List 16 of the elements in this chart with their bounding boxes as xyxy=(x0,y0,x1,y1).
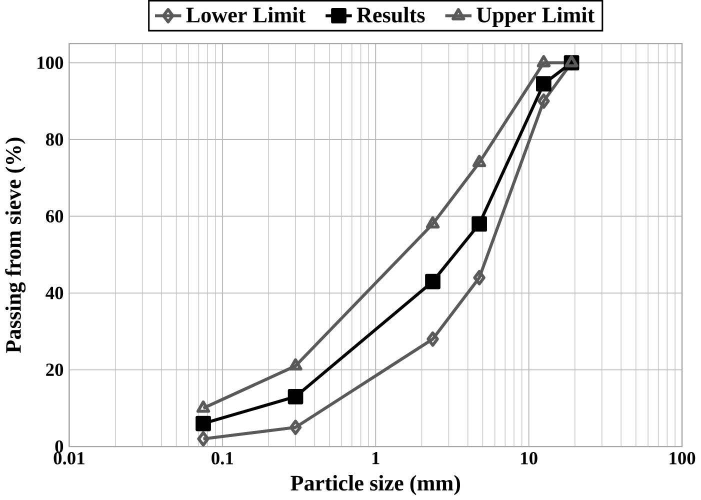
x-axis-title: Particle size (mm) xyxy=(290,474,460,495)
y-tick-label: 40 xyxy=(46,286,64,300)
y-tick-label: 60 xyxy=(46,210,64,222)
y-tick-label: 0 xyxy=(55,440,64,453)
x-tick-label: 0.1 xyxy=(212,452,233,464)
legend-label: Lower Limit xyxy=(186,6,306,22)
y-axis-title: Passing from sieve (%) xyxy=(5,138,26,353)
y-tick-label: 80 xyxy=(46,133,64,146)
x-tick-label: 0.01 xyxy=(54,452,84,464)
y-tick-label: 20 xyxy=(46,363,64,376)
x-tick-label: 100 xyxy=(670,452,696,464)
legend-label: Upper Limit xyxy=(476,6,595,27)
x-tick-label: 10 xyxy=(521,452,538,464)
x-tick-label: 1 xyxy=(372,452,380,464)
legend-label: Results xyxy=(356,6,425,22)
y-tick-label: 100 xyxy=(38,56,64,69)
